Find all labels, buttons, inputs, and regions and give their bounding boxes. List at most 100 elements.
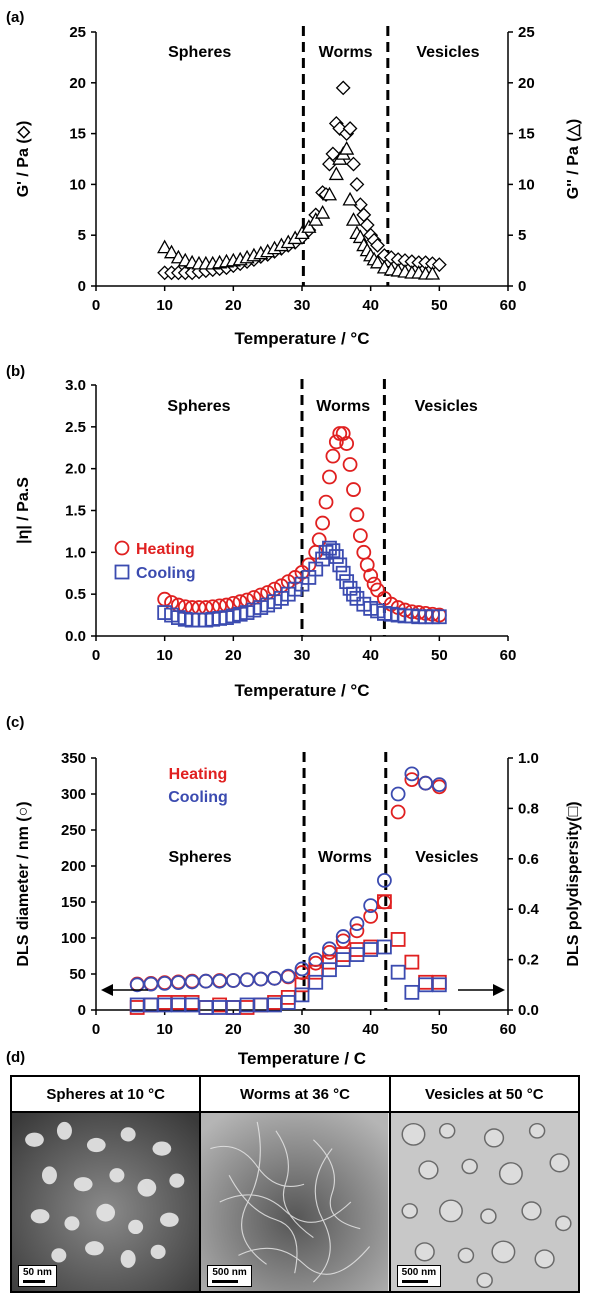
y2-axis-label: DLS polydispersity(□) xyxy=(565,801,582,966)
data-point xyxy=(418,775,434,791)
x-tick-label: 30 xyxy=(294,647,311,664)
y2-tick-label: 15 xyxy=(518,126,535,143)
y-axis-label: G' / Pa (◇) xyxy=(15,121,32,198)
data-point xyxy=(157,239,173,254)
chart-panel-a: 0 10 20 30 40 50 6005101520250510152025Tempera… xyxy=(15,24,582,348)
y-tick-label: 100 xyxy=(61,930,86,947)
x-axis-label: Temperature / °C xyxy=(235,329,370,348)
x-tick-label: 0 xyxy=(92,1021,100,1038)
data-point xyxy=(325,448,341,464)
x-tick-label: 0 xyxy=(92,647,100,664)
data-point xyxy=(322,962,337,978)
chart-panel-b: 0 10 20 30 40 50 60 0.0 0.5 1.0 1.5 2.0 2.5 3.0 Temper… xyxy=(15,377,516,700)
y-tick-label: 50 xyxy=(69,966,86,983)
figure-charts: (a) (b) (c) (d) 0 10 20 30 40 50 6005101520250… xyxy=(6,9,582,1068)
data-point xyxy=(390,786,406,802)
data-point xyxy=(335,426,351,441)
y2-tick-label: 0.0 xyxy=(518,1002,539,1019)
data-point xyxy=(342,191,358,206)
data-point xyxy=(322,469,337,485)
data-point xyxy=(335,929,351,944)
y-tick-label: 0.0 xyxy=(65,628,86,645)
region-label: Vesicles xyxy=(415,849,478,866)
data-point xyxy=(349,923,365,939)
scalebar-vesicles: 500 nm xyxy=(396,1265,442,1287)
data-point xyxy=(342,457,358,472)
data-point xyxy=(390,964,406,980)
data-point xyxy=(335,80,351,96)
data-point xyxy=(346,482,361,497)
data-point xyxy=(431,609,447,625)
region-label: Worms xyxy=(318,849,372,866)
y-tick-label: 0 xyxy=(78,1002,86,1019)
data-point xyxy=(184,974,200,990)
series-cooling-pdi xyxy=(129,939,447,1015)
data-point xyxy=(339,141,355,155)
data-point xyxy=(157,975,173,991)
data-point xyxy=(404,766,420,782)
data-point xyxy=(335,565,351,581)
data-point xyxy=(431,777,447,793)
y-tick-label: 200 xyxy=(61,858,86,875)
y-tick-label: 2.0 xyxy=(65,461,86,478)
y-tick-label: 350 xyxy=(61,750,86,767)
data-point xyxy=(163,244,180,259)
scalebar-label: 500 nm xyxy=(212,1267,247,1278)
region-label: Spheres xyxy=(168,849,231,866)
x-tick-label: 10 xyxy=(156,1021,173,1038)
data-point xyxy=(335,952,351,967)
y2-tick-label: 0.8 xyxy=(518,800,539,817)
y2-tick-label: 5 xyxy=(518,227,526,244)
data-point xyxy=(335,947,351,962)
series-cooling xyxy=(157,540,447,628)
y-axis-label: |η| / Pa.S xyxy=(15,477,32,544)
data-point xyxy=(325,146,341,162)
data-point xyxy=(404,954,420,970)
data-point xyxy=(346,156,361,172)
data-point xyxy=(198,1000,214,1015)
region-label: Worms xyxy=(316,398,370,415)
y2-tick-label: 0.6 xyxy=(518,851,539,868)
data-point xyxy=(294,987,310,1003)
y-tick-label: 1.0 xyxy=(65,544,86,561)
data-point xyxy=(349,942,365,957)
data-point xyxy=(431,257,447,273)
data-point xyxy=(328,549,344,564)
y-tick-label: 5 xyxy=(78,227,86,244)
y-tick-label: 10 xyxy=(69,176,86,193)
data-point xyxy=(318,494,334,510)
x-tick-label: 40 xyxy=(362,1021,379,1038)
data-point xyxy=(267,970,282,986)
tem-panel-spheres: Spheres at 10 °C xyxy=(12,1077,202,1291)
region-label: Vesicles xyxy=(416,44,479,61)
y2-tick-label: 0.2 xyxy=(518,952,539,969)
data-point xyxy=(239,972,255,988)
legend-marker-heating xyxy=(114,540,130,556)
x-tick-label: 10 xyxy=(156,297,173,314)
legend-label-heating: Heating xyxy=(136,541,195,558)
x-tick-label: 20 xyxy=(225,647,242,664)
panel-label-d: (d) xyxy=(6,1049,25,1066)
data-point xyxy=(376,894,392,910)
tem-image-worms: 500 nm xyxy=(201,1113,389,1291)
y-tick-label: 25 xyxy=(69,24,86,41)
region-label: Vesicles xyxy=(415,398,478,415)
y-tick-label: 15 xyxy=(69,126,86,143)
data-point xyxy=(349,507,365,523)
data-point xyxy=(301,219,317,233)
legend-label-cooling: Cooling xyxy=(168,789,228,806)
y-tick-label: 150 xyxy=(61,894,86,911)
y2-tick-label: 0.4 xyxy=(518,901,540,918)
data-point xyxy=(390,932,406,947)
data-point xyxy=(308,212,324,226)
y-tick-label: 0.5 xyxy=(65,586,86,603)
data-point xyxy=(280,995,296,1010)
legend-marker-cooling xyxy=(114,564,130,580)
data-point xyxy=(314,205,331,219)
tem-panel-vesicles: Vesicles at 50 °C 500 nm xyxy=(390,1077,578,1291)
y2-tick-label: 1.0 xyxy=(518,750,539,767)
data-point xyxy=(315,515,331,531)
x-tick-label: 60 xyxy=(500,1021,517,1038)
x-tick-label: 0 xyxy=(92,297,100,314)
y-tick-label: 1.5 xyxy=(65,503,86,520)
